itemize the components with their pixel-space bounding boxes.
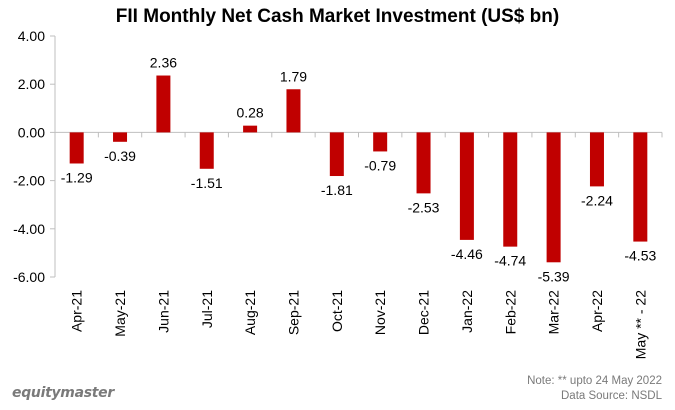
x-axis-tick-label: Nov-21 — [372, 290, 388, 335]
x-axis-tick-label: May-21 — [112, 290, 128, 337]
chart-title: FII Monthly Net Cash Market Investment (… — [115, 6, 560, 27]
data-label: -4.53 — [624, 248, 656, 264]
bar — [199, 132, 214, 169]
data-label: -4.46 — [451, 246, 483, 262]
bar — [69, 132, 84, 164]
data-source: Data Source: NSDL — [561, 390, 662, 402]
data-label: -0.79 — [364, 157, 396, 173]
y-axis-tick-label: 0.00 — [18, 124, 45, 140]
bar — [156, 75, 171, 133]
data-label: -4.74 — [494, 253, 526, 269]
data-label: 2.36 — [150, 55, 177, 71]
chart-data-labels: -1.29 -0.39 2.36 -1.51 0.28 1.79 -1.81 -0.79 -2.… — [61, 55, 657, 285]
bar — [329, 132, 344, 177]
x-axis-tick-label: Jan-22 — [459, 290, 475, 333]
y-axis-tick-label: -4.00 — [13, 221, 45, 237]
y-axis-tick-label: -6.00 — [13, 269, 45, 285]
footer-note: Note: ** upto 24 May 2022 Data Source: N… — [527, 374, 662, 404]
brand-logo: equitymaster — [12, 385, 114, 401]
bar — [113, 132, 128, 142]
bar — [373, 132, 388, 152]
data-label: -1.81 — [321, 182, 353, 198]
x-axis-tick-label: Sep-21 — [285, 290, 301, 335]
x-axis-tick-label: Jul-21 — [199, 290, 215, 328]
bar — [503, 132, 518, 247]
chart-axes — [50, 35, 663, 278]
x-axis-tick-label: Dec-21 — [416, 290, 432, 335]
bar — [286, 89, 301, 133]
data-label: -1.51 — [191, 175, 223, 191]
data-label: -0.39 — [104, 148, 136, 164]
data-label: -2.24 — [581, 192, 613, 208]
x-axis-tick-label: May ** - 22 — [632, 290, 648, 359]
y-axis-tick-label: -2.00 — [13, 173, 45, 189]
x-axis-tick-label: Apr-22 — [589, 290, 605, 332]
bar — [589, 132, 604, 187]
data-label: 1.79 — [280, 68, 307, 84]
x-axis-tick-label: Oct-21 — [329, 290, 345, 332]
bar — [546, 132, 561, 263]
bar — [416, 132, 431, 194]
x-axis-tick-labels: Apr-21 May-21 Jun-21 Jul-21 Aug-21 Sep-21 Oct-… — [69, 290, 649, 359]
data-label: -5.39 — [538, 268, 570, 284]
x-axis-tick-label: Jun-21 — [155, 290, 171, 333]
data-label: -1.29 — [61, 169, 93, 185]
y-axis-tick-label: 4.00 — [18, 28, 45, 44]
bar — [243, 125, 258, 133]
footnote: Note: ** upto 24 May 2022 — [527, 375, 662, 387]
x-axis-tick-label: Mar-22 — [546, 290, 562, 335]
y-axis-tick-label: 2.00 — [18, 76, 45, 92]
x-axis-tick-label: Aug-21 — [242, 290, 258, 335]
chart-bars — [69, 75, 648, 263]
bar — [633, 132, 648, 242]
x-axis-tick-label: Feb-22 — [502, 290, 518, 335]
x-axis-tick-label: Apr-21 — [69, 290, 85, 332]
bar — [459, 132, 474, 240]
data-label: 0.28 — [236, 105, 263, 121]
y-axis-tick-labels: 4.00 2.00 0.00 -2.00 -4.00 -6.00 — [13, 28, 45, 285]
data-label: -2.53 — [408, 199, 440, 215]
